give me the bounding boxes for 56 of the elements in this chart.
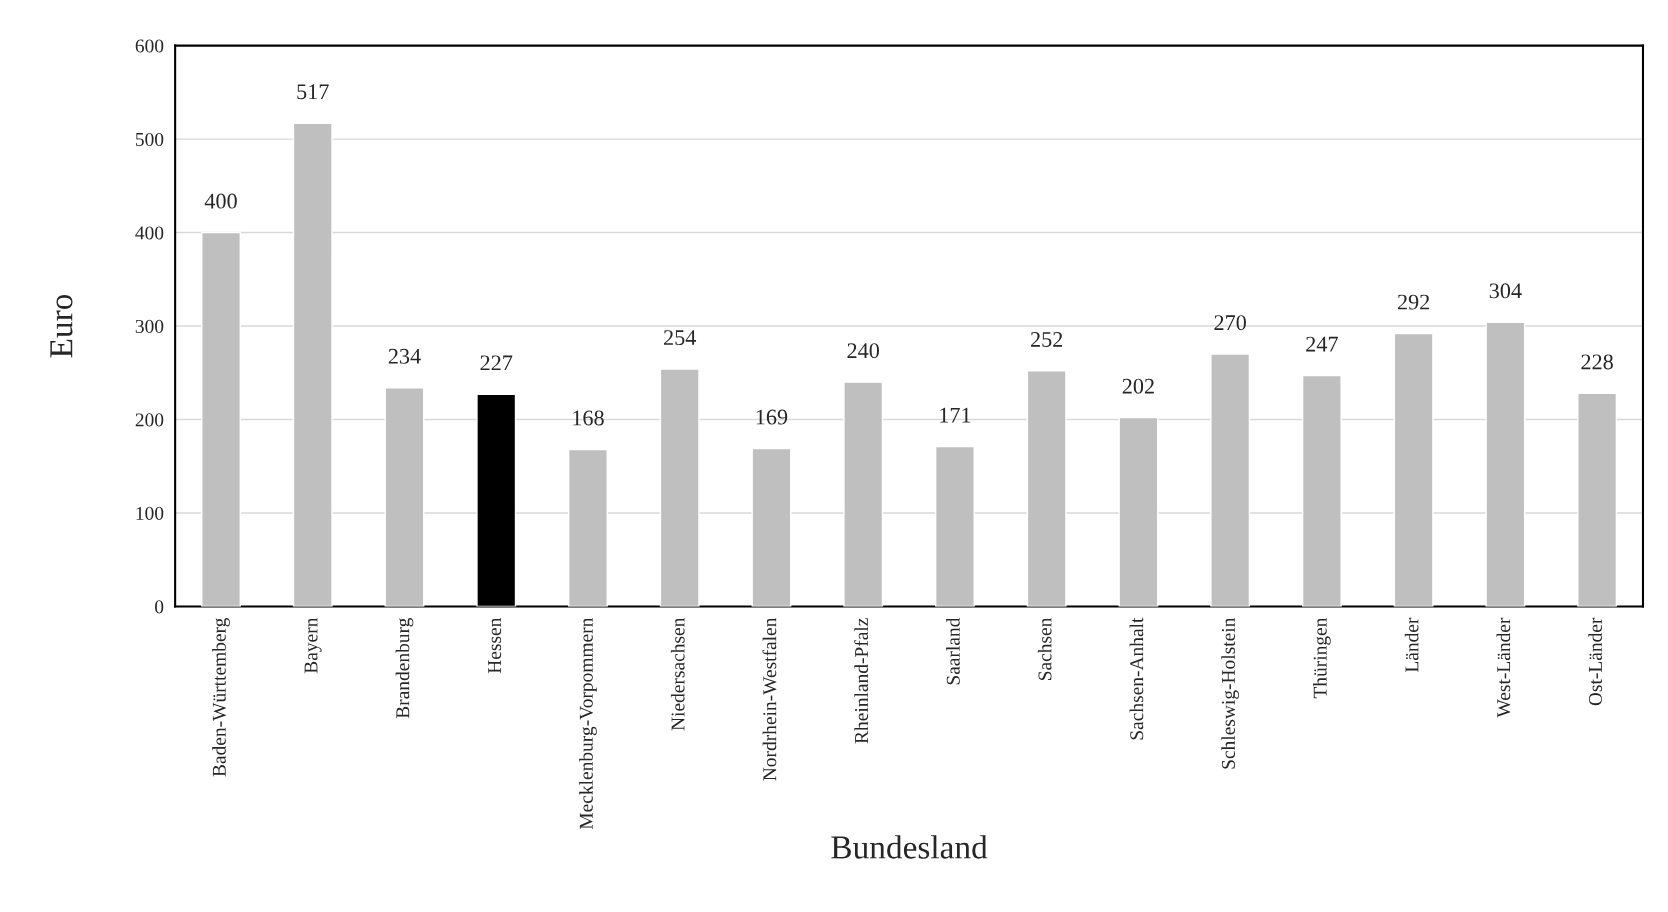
data-label: 202	[1122, 378, 1154, 394]
data-label: 292	[1397, 294, 1430, 310]
data-label: 304	[1489, 283, 1522, 299]
y-tick-label: 500	[135, 132, 164, 147]
y-tick-label: 100	[136, 506, 164, 520]
x-tick-label: Hessen	[488, 617, 502, 674]
x-tick-label: Sachsen-Anhalt	[1129, 617, 1144, 740]
data-label: 252	[1030, 332, 1063, 347]
data-label: 171	[940, 407, 971, 423]
bar	[1577, 392, 1618, 607]
bar	[568, 448, 608, 607]
bar	[1393, 332, 1434, 607]
y-axis-title: Euro	[50, 294, 73, 358]
y-tick-label: 600	[135, 39, 164, 53]
x-tick-label: Saarland	[946, 617, 960, 685]
bar	[843, 381, 884, 607]
x-tick-label: Rheinland-Pfalz	[854, 618, 869, 744]
x-tick-label: Mecklenburg-Vorpommern	[579, 617, 597, 830]
data-label: 168	[573, 410, 604, 426]
data-label: 400	[204, 193, 237, 209]
bar	[659, 368, 700, 607]
data-label: 240	[847, 343, 880, 359]
data-label: 234	[388, 348, 421, 364]
x-tick-label: Bayern	[304, 617, 322, 674]
x-tick-label: Niedersachsen	[670, 617, 685, 731]
x-tick-label: Länder	[1404, 617, 1419, 673]
data-label: 228	[1581, 354, 1613, 370]
bar	[1301, 374, 1342, 607]
x-tick-label: Nordrhein-Westfalen	[762, 617, 777, 781]
x-tick-label: West-Länder	[1496, 617, 1511, 718]
data-label: 227	[480, 355, 513, 371]
y-tick-label: 400	[135, 226, 164, 240]
x-tick-label: Thüringen	[1313, 617, 1331, 699]
bar	[201, 231, 241, 607]
x-tick-label: Brandenburg	[395, 617, 414, 719]
bar	[1210, 353, 1251, 607]
data-label: 270	[1214, 315, 1246, 331]
y-tick-label: 200	[135, 413, 164, 427]
x-axis-title: Bundesland	[831, 835, 988, 859]
bar	[934, 445, 975, 607]
bar	[1118, 416, 1159, 607]
x-tick-label: Schleswig-Holstein	[1221, 617, 1239, 769]
data-label: 169	[756, 409, 788, 425]
y-tick-label: 0	[155, 600, 164, 614]
bar	[751, 447, 792, 607]
bar	[1026, 370, 1067, 607]
bar	[384, 387, 425, 607]
data-label: 247	[1306, 336, 1338, 352]
data-label: 254	[664, 330, 697, 346]
y-tick-label: 300	[135, 319, 164, 333]
x-tick-label: Sachsen	[1037, 617, 1052, 681]
bar	[292, 122, 333, 607]
bar	[1485, 321, 1526, 607]
x-tick-label: Ost-Länder	[1588, 617, 1602, 706]
data-label: 517	[297, 84, 329, 100]
x-tick-label: Baden-Württemberg	[212, 617, 230, 777]
